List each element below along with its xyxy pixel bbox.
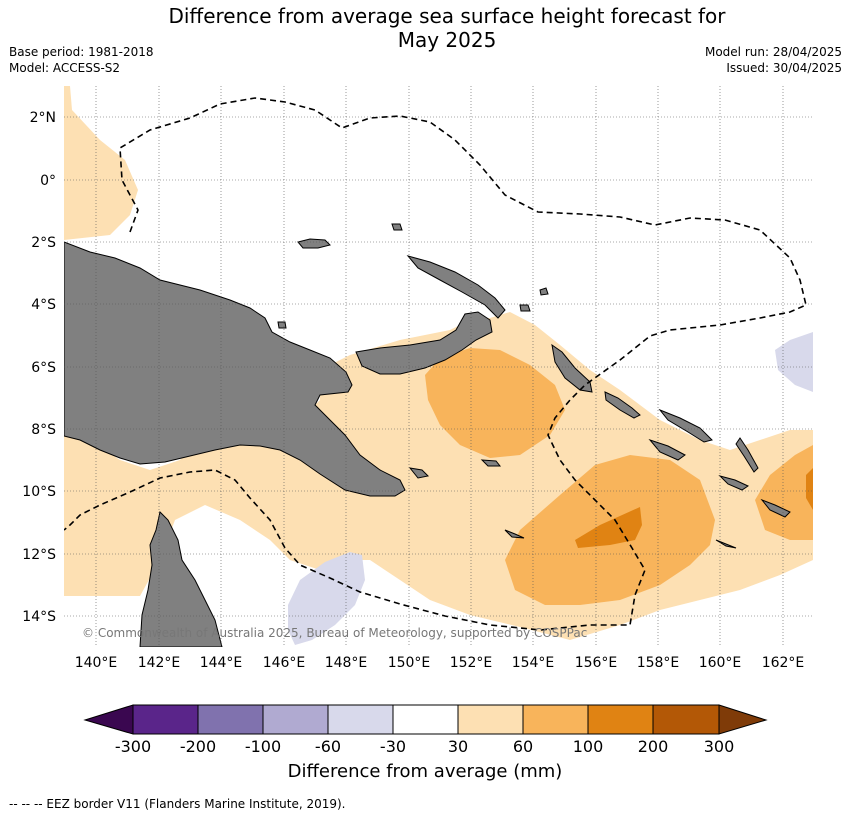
lon-label: 142°E bbox=[138, 655, 181, 671]
anomaly-100-200-east bbox=[806, 468, 813, 510]
land-woodlark bbox=[480, 459, 502, 467]
model-name: Model: ACCESS-S2 bbox=[9, 61, 121, 75]
land-new-ireland bbox=[406, 255, 506, 319]
colorbar-bin bbox=[522, 704, 589, 735]
lat-label: 12°S bbox=[22, 547, 56, 563]
colorbar-ticks: -300 -200 -100 -60 -30 30 60 100 200 300 bbox=[115, 737, 734, 756]
lat-label: 2°S bbox=[31, 235, 56, 251]
lon-label: 160°E bbox=[699, 655, 742, 671]
colorbar-tick: -300 bbox=[115, 737, 151, 756]
land-makira bbox=[718, 475, 750, 491]
colorbar-tick: 100 bbox=[573, 737, 604, 756]
colorbar-tick: -60 bbox=[315, 737, 341, 756]
land-new-guinea bbox=[64, 241, 406, 497]
map-title-line2: May 2025 bbox=[397, 28, 497, 52]
land-misc-island-3 bbox=[519, 304, 531, 312]
anomaly-neg-east bbox=[775, 332, 813, 392]
land-misc-island-1 bbox=[391, 223, 403, 231]
lon-label: 144°E bbox=[200, 655, 243, 671]
lon-label: 162°E bbox=[762, 655, 805, 671]
map-title: Difference from average sea surface heig… bbox=[0, 4, 850, 52]
land-misc-island-2 bbox=[277, 321, 287, 329]
model-run: Model run: 28/04/2025 bbox=[704, 45, 842, 59]
lon-label: 148°E bbox=[325, 655, 368, 671]
colorbar-tick: -200 bbox=[180, 737, 216, 756]
lat-label: 4°S bbox=[31, 297, 56, 313]
land-choiseul bbox=[604, 391, 641, 419]
colorbar-title: Difference from average (mm) bbox=[287, 761, 563, 782]
lat-label: 2°N bbox=[30, 110, 56, 126]
anomaly-30-60-west bbox=[64, 86, 138, 240]
colorbar-tick: 300 bbox=[704, 737, 735, 756]
colorbar-tick: 60 bbox=[513, 737, 533, 756]
anomaly-60-100-north bbox=[425, 348, 565, 458]
meta-left: Base period: 1981-2018 Model: ACCESS-S2 bbox=[9, 44, 154, 76]
colorbar-bin bbox=[132, 704, 199, 735]
colorbar-extend-min bbox=[83, 704, 134, 735]
colorbar-extend-max bbox=[718, 704, 768, 735]
lon-labels: 140°E 142°E 144°E 146°E 148°E 150°E 152°… bbox=[75, 655, 805, 671]
colorbar-tick: -100 bbox=[245, 737, 281, 756]
base-period: Base period: 1981-2018 bbox=[9, 45, 154, 59]
colorbar-bin bbox=[587, 704, 654, 735]
colorbar-bin bbox=[327, 704, 394, 735]
lon-label: 152°E bbox=[450, 655, 493, 671]
eez-border bbox=[64, 97, 807, 631]
land-santa-cruz bbox=[715, 539, 737, 549]
land-cape-york bbox=[139, 511, 223, 647]
lat-label: 14°S bbox=[22, 609, 56, 625]
land-manus bbox=[297, 238, 331, 249]
colorbar bbox=[83, 704, 768, 735]
issued-date: Issued: 30/04/2025 bbox=[726, 61, 842, 75]
colorbar-bin bbox=[197, 704, 264, 735]
lat-label: 10°S bbox=[22, 484, 56, 500]
colorbar-tick: -30 bbox=[380, 737, 406, 756]
land-new-britain bbox=[355, 311, 493, 375]
anomaly-60-100-east bbox=[755, 445, 813, 540]
colorbar-bin bbox=[392, 704, 459, 735]
land-bougainville bbox=[551, 343, 593, 393]
colorbar-bin bbox=[457, 704, 524, 735]
meta-right: Model run: 28/04/2025 Issued: 30/04/2025 bbox=[705, 44, 842, 76]
lon-label: 146°E bbox=[263, 655, 306, 671]
land-guadalcanal bbox=[648, 438, 686, 461]
land-malaita bbox=[735, 437, 759, 473]
colorbar-bin bbox=[262, 704, 329, 735]
land-santa-isabel bbox=[658, 408, 713, 443]
lon-label: 156°E bbox=[575, 655, 618, 671]
lat-label: 0° bbox=[40, 173, 56, 189]
lon-label: 140°E bbox=[75, 655, 118, 671]
colorbar-tick: 200 bbox=[638, 737, 669, 756]
lat-label: 6°S bbox=[31, 360, 56, 376]
land-louisiade bbox=[504, 529, 525, 539]
land-dentrecasteaux bbox=[408, 467, 430, 479]
eez-footnote: -- -- -- EEZ border V11 (Flanders Marine… bbox=[9, 797, 346, 811]
lon-label: 154°E bbox=[512, 655, 555, 671]
lon-label: 150°E bbox=[388, 655, 431, 671]
map-area: © Commonwealth of Australia 2025, Bureau… bbox=[64, 86, 813, 647]
lon-label: 158°E bbox=[637, 655, 680, 671]
colorbar-bin bbox=[652, 704, 720, 735]
land-misc-island-4 bbox=[539, 287, 549, 296]
lat-labels: 2°N 0° 2°S 4°S 6°S 8°S 10°S 12°S 14°S bbox=[22, 110, 56, 625]
lat-label: 8°S bbox=[31, 422, 56, 438]
copyright-notice: © Commonwealth of Australia 2025, Bureau… bbox=[82, 626, 587, 640]
map-title-line1: Difference from average sea surface heig… bbox=[168, 4, 726, 28]
colorbar-tick: 30 bbox=[448, 737, 468, 756]
